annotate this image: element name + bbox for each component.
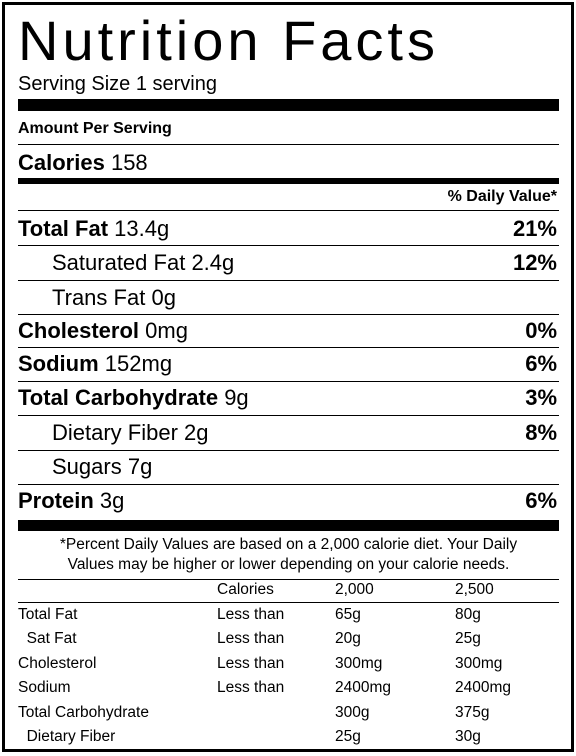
ref-cell: 30g: [455, 728, 481, 745]
nutrient-row-trans-fat: Trans Fat 0g: [18, 283, 557, 313]
nutrient-name: Dietary Fiber: [52, 420, 178, 445]
calories-row: Calories 158: [18, 150, 148, 176]
nutrient-name: Total Fat: [18, 216, 109, 241]
ref-cell: Total Carbohydrate: [18, 704, 149, 721]
footnote-line: Values may be higher or lower depending …: [67, 556, 510, 573]
divider: [18, 381, 559, 382]
divider: [18, 314, 559, 315]
nutrient-row-total-carbohydrate: Total Carbohydrate 9g 3%: [18, 383, 557, 413]
nutrient-amount: 0g: [151, 285, 176, 310]
nutrient-name: Sodium: [18, 351, 99, 376]
divider: [18, 245, 559, 246]
ref-cell: Cholesterol: [18, 655, 97, 672]
nutrient-name: Trans Fat: [52, 285, 146, 310]
ref-cell: Less than: [217, 679, 285, 696]
ref-cell: 2400mg: [455, 679, 512, 696]
nutrient-daily-value: 8%: [525, 420, 557, 445]
nutrient-name: Protein: [18, 488, 94, 513]
divider: [18, 415, 559, 416]
ref-cell: 25g: [335, 728, 361, 745]
nutrient-amount: 3g: [99, 488, 125, 513]
ref-cell: Less than: [217, 655, 285, 672]
label-title: Nutrition Facts: [18, 9, 439, 72]
ref-cell: Sat Fat: [18, 630, 77, 647]
medium-divider: [18, 178, 559, 184]
nutrient-daily-value: 3%: [525, 385, 557, 410]
nutrient-daily-value: 6%: [525, 488, 557, 513]
nutrient-daily-value: 6%: [525, 351, 557, 376]
daily-value-header: % Daily Value*: [447, 188, 557, 205]
footnote-line: *Percent Daily Values are based on a 2,0…: [59, 536, 518, 553]
ref-cell: Sodium: [18, 679, 71, 696]
divider: [18, 579, 559, 580]
nutrient-daily-value: 12%: [512, 250, 557, 275]
divider: [18, 484, 559, 485]
nutrient-amount: 13.4g: [114, 216, 170, 241]
nutrient-name: Total Carbohydrate: [18, 385, 219, 410]
ref-cell: 2,000: [335, 581, 374, 598]
thick-divider: [18, 520, 559, 531]
calories-label: Calories: [18, 150, 105, 175]
nutrient-daily-value: 0%: [525, 318, 557, 343]
ref-cell: Dietary Fiber: [18, 728, 116, 745]
nutrient-amount: 2g: [184, 420, 209, 445]
ref-cell: 2,500: [455, 581, 494, 598]
divider: [18, 280, 559, 281]
divider: [18, 347, 559, 348]
footnote: *Percent Daily Values are based on a 2,0…: [18, 535, 559, 575]
ref-cell: Calories: [217, 581, 274, 598]
ref-cell: 20g: [335, 630, 361, 647]
divider: [18, 210, 559, 211]
nutrient-amount: 2.4g: [191, 250, 235, 275]
nutrient-row-protein: Protein 3g 6%: [18, 486, 557, 516]
serving-size: Serving Size 1 serving: [18, 73, 217, 95]
nutrient-name: Saturated Fat: [52, 250, 186, 275]
ref-cell: 25g: [455, 630, 481, 647]
nutrient-row-total-fat: Total Fat 13.4g 21%: [18, 214, 557, 244]
nutrient-name: Cholesterol: [18, 318, 140, 343]
thick-divider: [18, 99, 559, 111]
nutrient-amount: 7g: [127, 454, 153, 479]
nutrient-amount: 152mg: [104, 351, 173, 376]
ref-cell: 300mg: [455, 655, 503, 672]
divider: [18, 602, 559, 603]
amount-per-serving: Amount Per Serving: [18, 120, 172, 137]
ref-cell: 375g: [455, 704, 490, 721]
divider: [18, 450, 559, 451]
ref-cell: 2400mg: [335, 679, 392, 696]
ref-cell: 300mg: [335, 655, 383, 672]
nutrient-amount: 0mg: [145, 318, 188, 343]
nutrient-row-sodium: Sodium 152mg 6%: [18, 349, 557, 379]
ref-cell: Total Fat: [18, 606, 78, 623]
ref-cell: Less than: [217, 606, 285, 623]
ref-cell: 300g: [335, 704, 370, 721]
calories-value: 158: [110, 150, 148, 175]
nutrient-row-sugars: Sugars 7g: [18, 452, 557, 482]
nutrient-daily-value: 21%: [512, 216, 557, 241]
ref-cell: Less than: [217, 630, 285, 647]
divider: [18, 144, 559, 145]
nutrient-row-dietary-fiber: Dietary Fiber 2g 8%: [18, 418, 557, 448]
nutrient-row-cholesterol: Cholesterol 0mg 0%: [18, 316, 557, 346]
nutrient-amount: 9g: [224, 385, 249, 410]
nutrient-name: Sugars: [52, 454, 122, 479]
nutrient-row-saturated-fat: Saturated Fat 2.4g 12%: [18, 248, 557, 278]
ref-cell: 65g: [335, 606, 361, 623]
ref-cell: 80g: [455, 606, 481, 623]
